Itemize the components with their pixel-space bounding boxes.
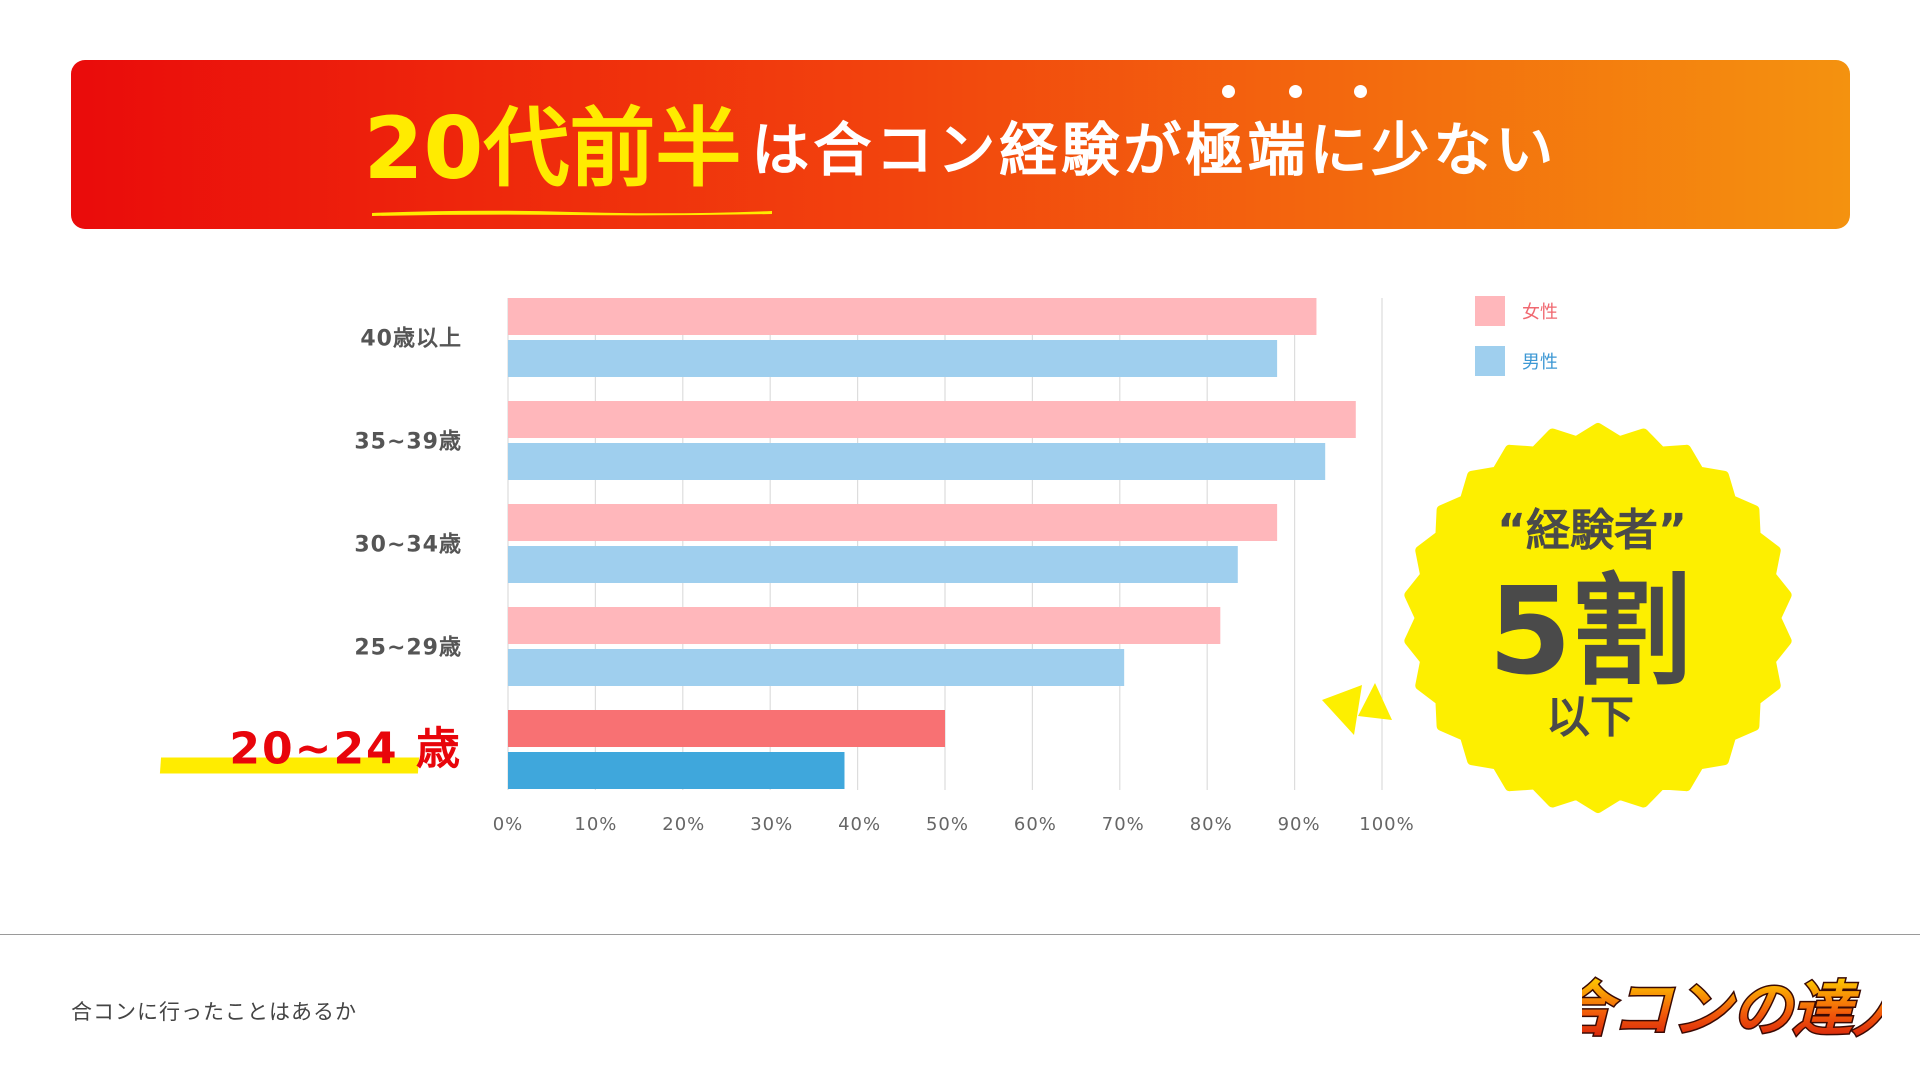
emphasis-dot	[1289, 84, 1303, 98]
legend-swatch	[1475, 296, 1505, 326]
callout-line3: 以下	[1546, 692, 1634, 743]
headline-banner: 20代前半 は合コン経験が極端に少ない	[71, 60, 1850, 229]
x-tick-label: 50%	[926, 814, 969, 835]
callout-burst: “経験者” 5割 以下	[1322, 423, 1792, 813]
bar-female	[508, 401, 1356, 438]
x-tick-label: 80%	[1190, 814, 1233, 835]
bar-male	[508, 752, 845, 789]
brand-logo-text: 合コンの達人	[1582, 975, 1882, 1045]
bar-male	[508, 649, 1125, 686]
category-label: 35~39歳	[354, 430, 462, 455]
category-label: 40歳以上	[360, 327, 462, 352]
bar-female	[508, 607, 1221, 644]
headline-rest: は合コン経験が極端に少ない	[751, 84, 1558, 187]
legend-label: 男性	[1522, 352, 1558, 373]
bar-female	[508, 298, 1317, 335]
headline-underline	[371, 210, 772, 216]
x-tick-label: 30%	[750, 814, 793, 835]
x-tick-label: 20%	[662, 814, 705, 835]
callout-spark-triangle	[1358, 683, 1392, 720]
bar-female	[508, 504, 1278, 541]
legend-label: 女性	[1522, 302, 1558, 323]
callout-line2: 5割	[1488, 563, 1692, 702]
category-label: 30~34歳	[354, 533, 462, 558]
chart-caption: 合コンに行ったことはあるか	[71, 1000, 357, 1024]
category-label-highlight: 20~24 歳	[229, 724, 462, 775]
brand-logo: 合コンの達人	[1582, 974, 1882, 1047]
callout-spark-triangle	[1322, 685, 1362, 735]
headline-rest-text: は合コン経験が極端に少ない	[751, 115, 1558, 184]
x-tick-label: 70%	[1102, 814, 1145, 835]
chart-bars	[508, 298, 1356, 789]
x-tick-label: 40%	[838, 814, 881, 835]
callout-burst-shape	[1404, 423, 1792, 813]
headline: 20代前半 は合コン経験が極端に少ない	[71, 60, 1850, 229]
chart-category-labels: 40歳以上 35~39歳 30~34歳 25~29歳 20~24 歳	[159, 327, 462, 775]
x-tick-label: 0%	[493, 814, 524, 835]
x-tick-label: 90%	[1278, 814, 1321, 835]
chart-tick-labels: 0% 10% 20% 30% 40% 50% 60% 70% 80% 90% 100%	[493, 814, 1414, 835]
legend-swatch	[1475, 346, 1505, 376]
emphasis-dot	[1354, 84, 1368, 98]
bar-male	[508, 546, 1238, 583]
headline-accent: 20代前半	[363, 78, 772, 216]
category-label: 25~29歳	[354, 636, 462, 661]
x-tick-label: 100%	[1359, 814, 1414, 835]
category-highlight-marker	[159, 757, 420, 774]
bar-male	[508, 340, 1278, 377]
bar-chart: 40歳以上 35~39歳 30~34歳 25~29歳 20~24 歳 0% 10% 20% 3…	[159, 296, 1792, 835]
x-tick-label: 10%	[574, 814, 617, 835]
emphasis-dot	[1222, 84, 1236, 98]
headline-accent-text: 20代前半	[363, 99, 742, 199]
callout-line1: “経験者”	[1497, 505, 1687, 556]
bar-male	[508, 443, 1326, 480]
x-tick-label: 60%	[1014, 814, 1057, 835]
footer-divider	[0, 934, 1920, 935]
bar-female	[508, 710, 945, 747]
